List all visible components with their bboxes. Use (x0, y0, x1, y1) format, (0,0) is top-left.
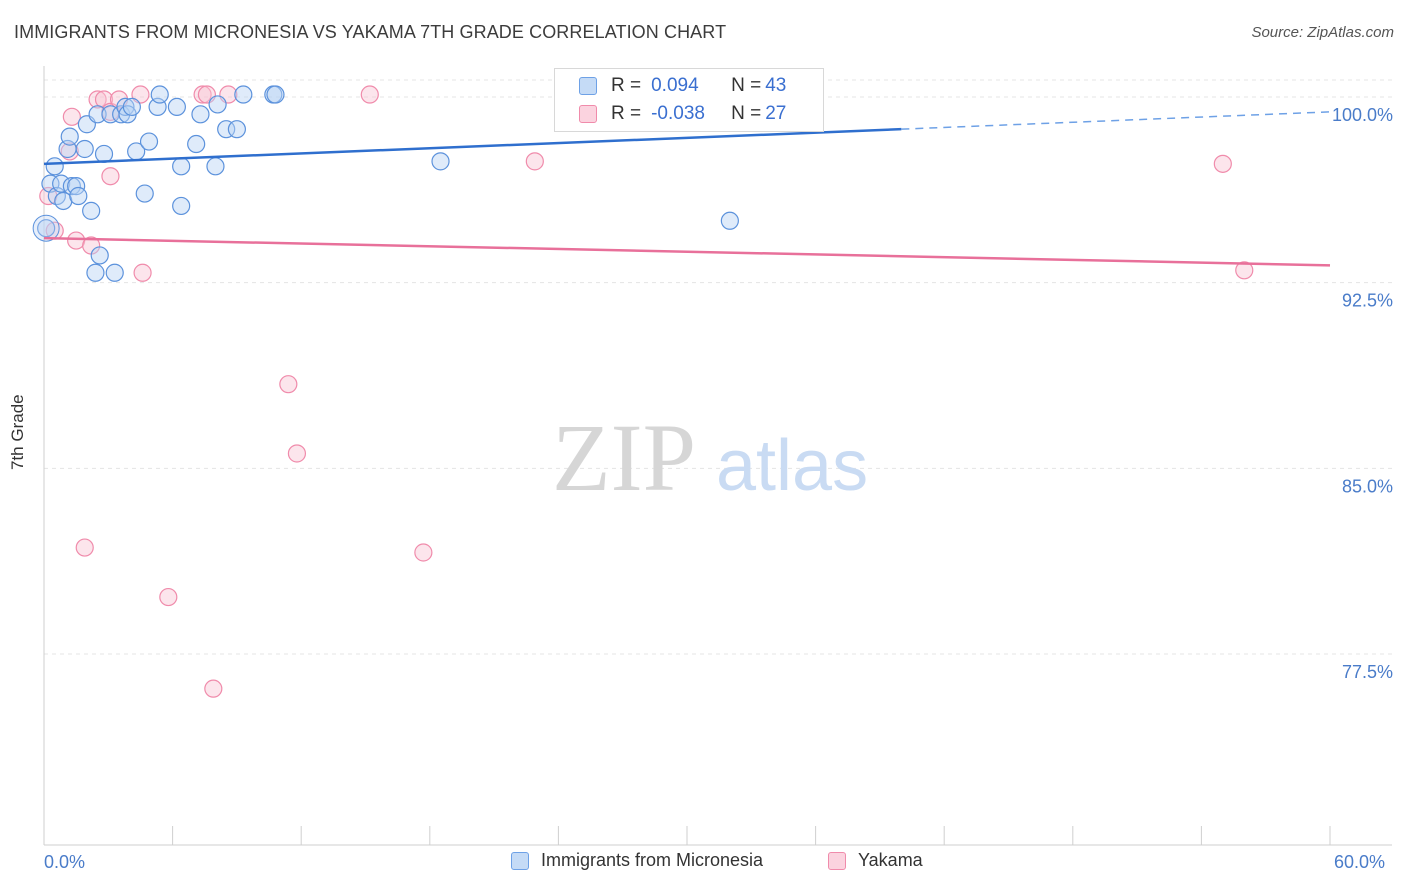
micronesia-point (37, 219, 56, 238)
y-tick-label: 77.5% (1342, 662, 1393, 682)
yakama-point (1235, 261, 1254, 280)
legend-swatch-yakama (828, 851, 846, 870)
legend-label-yakama: Yakama (858, 850, 923, 870)
micronesia-point (86, 263, 105, 282)
micronesia-point (217, 120, 236, 139)
micronesia-point (82, 201, 101, 220)
legend-item-yakama[interactable]: Yakama (828, 850, 923, 871)
bottom-legend: Immigrants from Micronesia Yakama (0, 850, 1406, 880)
yakama-point (101, 167, 120, 186)
yakama-point (279, 375, 298, 394)
yakama-point (60, 142, 79, 161)
y-tick-labels: 77.5% 85.0% 92.5% 100.0% (1332, 105, 1393, 682)
micronesia-point (139, 132, 159, 151)
yakama-point (131, 85, 150, 104)
axes (43, 66, 1392, 846)
yakama-point (525, 152, 544, 171)
yakama-point (133, 263, 152, 282)
micronesia-point (172, 157, 191, 176)
micronesia-point (75, 139, 94, 159)
trend-line-micronesia-projection (901, 111, 1331, 130)
y-tick-label: 85.0% (1342, 476, 1393, 496)
micronesia-point (94, 144, 114, 164)
micronesia-point (167, 97, 186, 117)
micronesia-point (54, 191, 73, 211)
micronesia-point (227, 120, 246, 139)
stats-n-value: 43 (765, 75, 787, 96)
series-micronesia-points (32, 85, 739, 282)
micronesia-point (172, 196, 191, 216)
yakama-point (1213, 154, 1232, 173)
watermark: ZIP atlas (552, 404, 868, 511)
trend-line-micronesia (43, 127, 902, 166)
micronesia-point (191, 105, 210, 124)
stats-n-label: N = (731, 75, 762, 96)
micronesia-point (208, 95, 227, 114)
trend-lines (43, 111, 1331, 267)
micronesia-point (135, 184, 154, 203)
stats-r-value: -0.038 (651, 103, 705, 124)
micronesia-point (60, 127, 79, 146)
stats-n-value: 27 (765, 103, 787, 124)
stats-swatch-yakama (579, 105, 597, 123)
micronesia-point (116, 97, 135, 117)
legend-label-micronesia: Immigrants from Micronesia (541, 850, 764, 870)
yakama-point (414, 543, 433, 562)
micronesia-point (62, 177, 81, 196)
legend-swatch-micronesia (511, 851, 529, 870)
grid-lines (44, 79, 1392, 655)
micronesia-point (206, 157, 225, 176)
legend-item-micronesia[interactable]: Immigrants from Micronesia (511, 850, 763, 871)
series-yakama-points (39, 85, 1254, 698)
stats-n-label: N = (731, 103, 762, 124)
micronesia-point (32, 214, 60, 242)
watermark-atlas: atlas (716, 426, 868, 506)
micronesia-point (122, 97, 141, 117)
micronesia-point (88, 105, 107, 124)
y-tick-label: 92.5% (1342, 291, 1393, 311)
stats-row-micronesia: R = 0.094 N = 43 (555, 72, 786, 100)
micronesia-point (720, 211, 739, 230)
stats-r-label: R = (611, 75, 642, 96)
yakama-point (75, 538, 94, 557)
yakama-point (360, 85, 379, 104)
micronesia-point (150, 85, 169, 104)
micronesia-point (69, 186, 88, 206)
yakama-point (67, 231, 86, 250)
micronesia-point (105, 263, 124, 282)
yakama-point (88, 90, 107, 109)
x-max-label: 60.0% (1334, 852, 1386, 872)
y-tick-label: 100.0% (1332, 105, 1393, 125)
stats-r-label: R = (611, 103, 642, 124)
micronesia-point (266, 85, 285, 104)
micronesia-point (90, 246, 109, 265)
x-min-label: 0.0% (44, 852, 86, 872)
yakama-point (62, 107, 81, 126)
micronesia-point (45, 157, 64, 176)
micronesia-point (431, 152, 450, 171)
chart-title: IMMIGRANTS FROM MICRONESIA VS YAKAMA 7TH… (14, 22, 727, 42)
micronesia-point (187, 134, 206, 154)
trend-line-yakama (43, 236, 1331, 267)
yakama-point (287, 444, 307, 463)
yakama-point (193, 85, 212, 104)
source-label: Source: ZipAtlas.com (1251, 24, 1394, 41)
stats-legend: R = 0.094 N = 43 R = -0.038 N = 27 (554, 68, 824, 132)
stats-row-yakama: R = -0.038 N = 27 (555, 100, 786, 128)
stats-r-value: 0.094 (651, 75, 699, 96)
yakama-point (159, 587, 178, 607)
stats-swatch-micronesia (579, 77, 597, 95)
yakama-point (204, 679, 223, 698)
watermark-zip: ZIP (552, 404, 696, 511)
y-axis-title: 7th Grade (8, 394, 27, 470)
micronesia-point (234, 85, 253, 104)
